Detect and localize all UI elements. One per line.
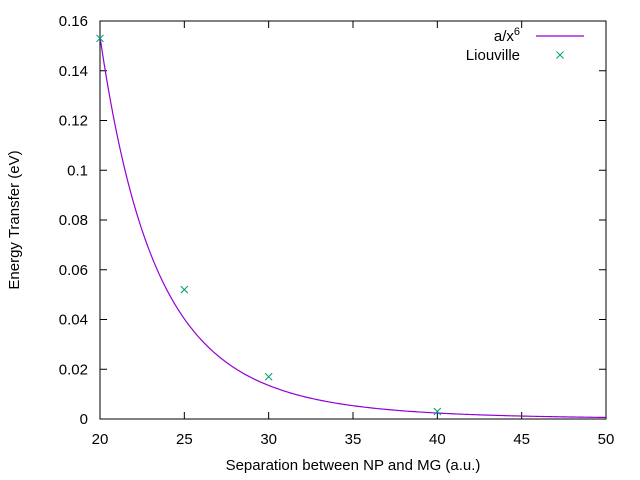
x-tick-label: 50 [598, 431, 615, 448]
y-tick-label: 0.02 [59, 361, 88, 378]
y-tick-label: 0.12 [59, 113, 88, 130]
x-axis-ticks: 20 25 30 35 40 45 50 [92, 21, 615, 448]
legend-label-liouville: Liouville [466, 47, 520, 64]
y-tick-label: 0.1 [67, 162, 88, 179]
legend-label-fit: a/x6 [494, 26, 520, 45]
x-tick-label: 40 [429, 431, 446, 448]
y-tick-label: 0.14 [59, 63, 88, 80]
y-tick-label: 0.06 [59, 262, 88, 279]
fit-curve-a-over-x6 [99, 36, 607, 419]
y-tick-label: 0.08 [59, 212, 88, 229]
x-tick-label: 25 [176, 431, 193, 448]
x-tick-label: 20 [92, 431, 109, 448]
legend-label-fit-base: a/x [494, 28, 515, 45]
plot-frame [99, 20, 607, 420]
liouville-point [433, 407, 442, 416]
liouville-point [180, 285, 189, 294]
y-tick-label: 0.04 [59, 312, 88, 329]
y-axis-label: Energy Transfer (eV) [6, 150, 23, 289]
x-tick-label: 30 [260, 431, 277, 448]
liouville-point [96, 34, 104, 43]
y-tick-label: 0 [80, 411, 88, 428]
liouville-point [264, 372, 273, 381]
x-tick-label: 45 [513, 431, 530, 448]
y-tick-label: 0.16 [59, 13, 88, 30]
legend-liouville-x-marker [556, 51, 564, 59]
x-axis-label: Separation between NP and MG (a.u.) [226, 457, 481, 474]
y-axis-ticks: 0 0.02 0.04 0.06 0.08 0.1 0.12 0.14 0.16 [59, 13, 606, 428]
legend-label-fit-exponent: 6 [514, 26, 520, 38]
legend-swatch-liouville-marker [556, 51, 564, 59]
x-tick-label: 35 [345, 431, 362, 448]
legend: a/x6 Liouville [466, 26, 584, 64]
series-layer [96, 34, 607, 419]
